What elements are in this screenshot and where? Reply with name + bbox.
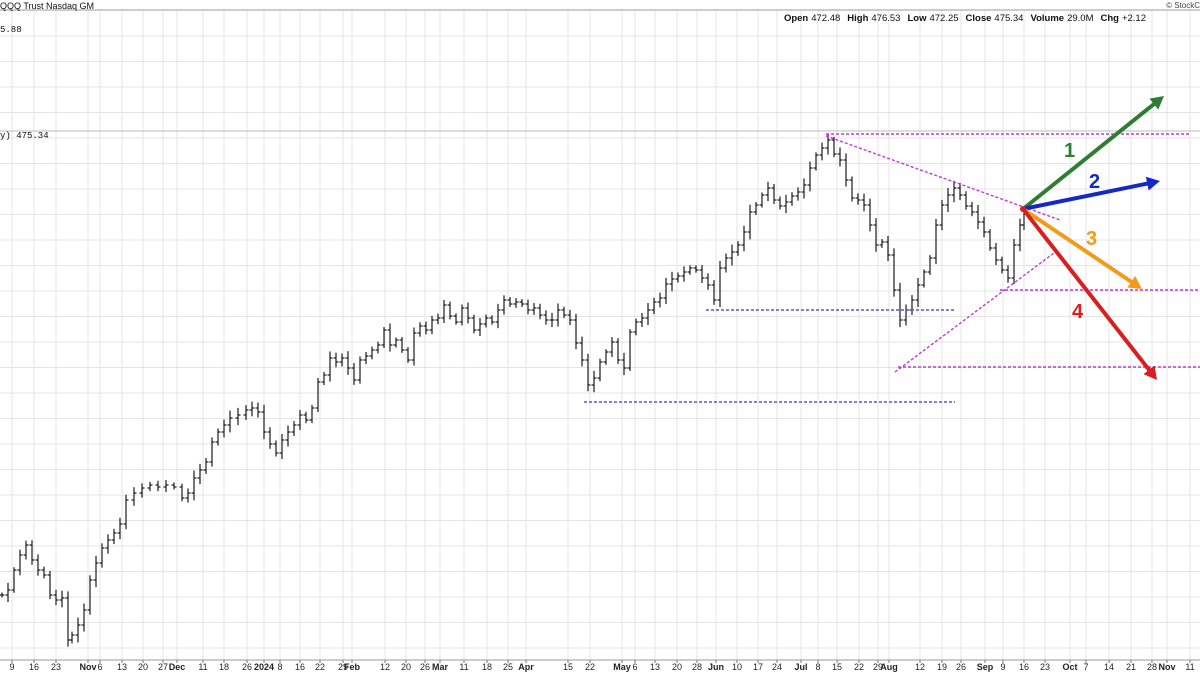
x-tick-label: 28 (692, 662, 702, 672)
x-tick-label: Jun (708, 662, 724, 672)
x-tick-label: 26 (420, 662, 430, 672)
x-tick-label: 27 (158, 662, 168, 672)
chart-credit: © StockC (1166, 1, 1200, 10)
x-tick-label: Feb (344, 662, 361, 672)
x-tick-label: Dec (169, 662, 186, 672)
scenario-label-3: 3 (1086, 228, 1097, 250)
scenario-arrow-1 (1021, 102, 1156, 211)
stat-value: 472.25 (929, 13, 959, 24)
x-tick-label: Mar (432, 662, 449, 672)
ascending-trendline (894, 249, 1059, 373)
x-tick-label: Nov (79, 662, 96, 672)
stat-value: 476.53 (871, 13, 901, 24)
x-tick-label: 11 (198, 662, 207, 672)
x-tick-label: 18 (482, 662, 492, 672)
scenario-arrowhead-3 (1127, 275, 1142, 289)
x-tick-label: 15 (563, 662, 573, 672)
scenario-arrow-2 (1021, 181, 1150, 211)
x-tick-label: 19 (937, 662, 947, 672)
stat-label: Chg (1100, 13, 1119, 24)
x-tick-label: 6 (97, 662, 102, 672)
x-tick-label: 29 (873, 662, 883, 672)
stat-label: Low (907, 13, 927, 24)
stat-value: 475.34 (994, 13, 1024, 24)
x-tick-label: Apr (518, 662, 534, 672)
x-tick-label: Oct (1062, 662, 1077, 672)
x-tick-label: May (613, 662, 631, 672)
x-tick-label: 12 (380, 662, 390, 672)
x-tick-label: 6 (632, 662, 637, 672)
x-tick-label: 22 (854, 662, 864, 672)
x-tick-label: 15 (832, 662, 842, 672)
stat-value: 472.48 (811, 13, 841, 24)
x-tick-label: Aug (880, 662, 898, 672)
scenario-label-1: 1 (1064, 140, 1075, 162)
x-tick-label: 24 (772, 662, 782, 672)
x-tick-label: 2024 (254, 662, 274, 672)
x-tick-label: 21 (1126, 662, 1136, 672)
stat-value: 29.0M (1067, 13, 1094, 24)
price-bars (0, 133, 1027, 647)
x-tick-label: 23 (51, 662, 61, 672)
x-tick-label: 14 (1104, 662, 1114, 672)
x-tick-label: Sep (977, 662, 994, 672)
x-tick-label: 20 (138, 662, 148, 672)
x-tick-label: 11 (1185, 662, 1194, 672)
scenario-label-4: 4 (1072, 301, 1084, 323)
x-tick-label: 10 (732, 662, 742, 672)
x-tick-label: 8 (815, 662, 820, 672)
x-tick-label: 22 (585, 662, 595, 672)
x-tick-label: 26 (242, 662, 252, 672)
stat-value: +2.12 (1121, 13, 1146, 24)
scenario-arrowhead-4 (1143, 365, 1157, 380)
last-price-label: y) 475.34 (0, 131, 49, 141)
scenario-label-2: 2 (1089, 171, 1100, 193)
stat-label: Close (965, 13, 992, 24)
x-tick-label: 8 (277, 662, 282, 672)
scenario-arrowhead-1 (1149, 96, 1164, 110)
x-tick-label: 13 (650, 662, 660, 672)
x-tick-label: 16 (1019, 662, 1029, 672)
x-tick-label: 23 (1040, 662, 1050, 672)
scenario-origin (1020, 206, 1026, 212)
scenario-arrows: 12 3 4 (1020, 96, 1164, 380)
x-tick-label: 9 (1000, 662, 1005, 672)
x-tick-label: 16 (29, 662, 39, 672)
stat-label: High (847, 13, 869, 24)
x-tick-label: 17 (753, 662, 763, 672)
descending-trendline (825, 135, 1061, 221)
x-tick-label: 28 (1147, 662, 1157, 672)
scenario-arrow-4 (1021, 207, 1151, 372)
x-tick-label: Jul (794, 662, 807, 672)
x-tick-label: 26 (956, 662, 966, 672)
scenario-arrow-3 (1021, 207, 1134, 284)
ohlc-stats: Open 472.48 High 476.53 Low 472.25 Close 475.34… (784, 13, 1153, 24)
x-tick-label: Nov (1158, 662, 1175, 672)
trendlines (584, 133, 1200, 403)
stat-label: Volume (1030, 13, 1065, 24)
x-tick-label: 11 (459, 662, 468, 672)
top-axis-value: 5.88 (0, 25, 22, 35)
x-tick-label: 25 (503, 662, 513, 672)
scenario-arrowhead-2 (1145, 176, 1160, 191)
stat-label: Open (783, 13, 809, 24)
x-tick-label: 12 (915, 662, 925, 672)
x-tick-label: 22 (315, 662, 325, 672)
x-tick-label: 18 (219, 662, 229, 672)
x-tick-label: 7 (1083, 662, 1088, 672)
x-tick-label: 16 (295, 662, 305, 672)
x-tick-label: 13 (117, 662, 127, 672)
chart-title: QQQ Trust Nasdaq GM (0, 1, 95, 11)
x-tick-label: 20 (401, 662, 411, 672)
x-tick-label: 29 (338, 662, 348, 672)
x-tick-label: 9 (9, 662, 14, 672)
x-tick-label: 20 (672, 662, 682, 672)
chart-grid (0, 9, 1200, 661)
